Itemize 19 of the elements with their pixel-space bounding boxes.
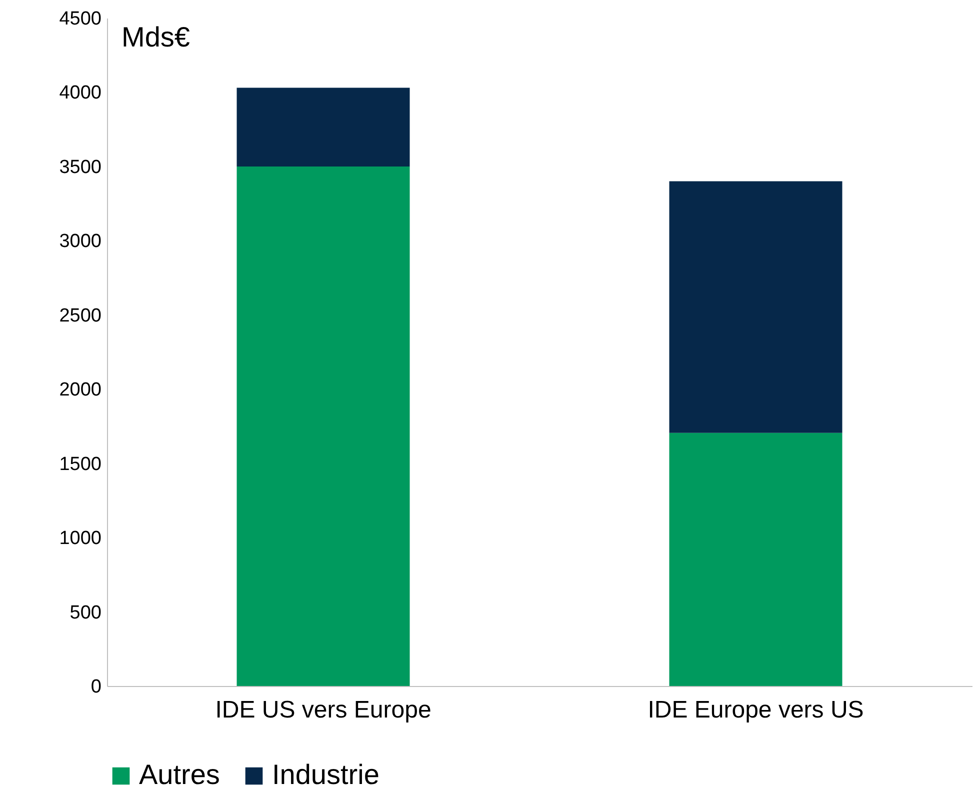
y-axis-title: Mds€ xyxy=(122,22,190,52)
legend-label: Autres xyxy=(139,759,220,790)
y-tick-label: 4500 xyxy=(59,8,102,30)
bar xyxy=(669,432,842,686)
bar xyxy=(236,166,410,686)
bar xyxy=(236,88,410,166)
y-tick-label: 4000 xyxy=(59,82,102,104)
bar xyxy=(669,181,842,433)
y-tick-label: 0 xyxy=(90,676,102,698)
legend-label: Industrie xyxy=(272,759,380,790)
y-tick-label: 2500 xyxy=(59,305,102,326)
x-tick-label: IDE US vers Europe xyxy=(215,696,432,724)
y-tick-label: 1000 xyxy=(59,528,102,550)
y-tick-label: 500 xyxy=(70,602,102,624)
y-tick-label: 3500 xyxy=(59,156,102,178)
x-tick-label: IDE Europe vers US xyxy=(648,696,864,724)
y-tick-label: 2000 xyxy=(59,380,102,401)
y-tick-label: 3000 xyxy=(59,231,102,252)
y-tick-label: 1500 xyxy=(59,454,102,475)
